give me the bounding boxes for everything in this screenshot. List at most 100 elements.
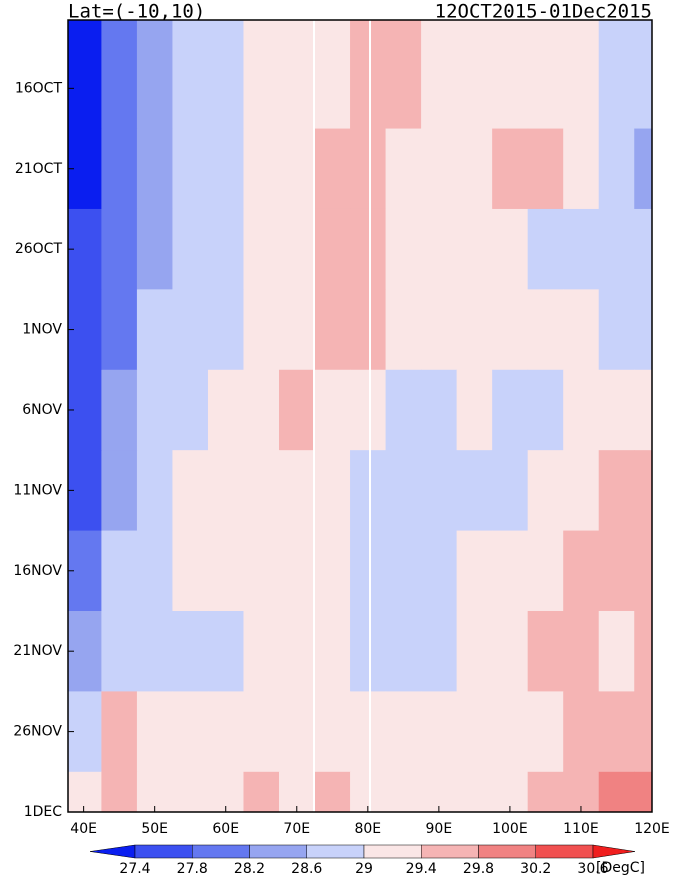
heat-cell bbox=[421, 20, 458, 130]
heat-cell bbox=[527, 771, 564, 813]
heat-cell bbox=[456, 208, 493, 290]
heat-cell bbox=[492, 530, 529, 612]
heat-cell bbox=[563, 691, 600, 773]
heat-cell bbox=[350, 450, 387, 532]
heat-cell bbox=[101, 208, 138, 290]
heat-cell bbox=[563, 450, 600, 532]
heat-cell bbox=[634, 369, 653, 451]
heat-cell bbox=[563, 530, 600, 612]
heat-cell bbox=[136, 530, 173, 612]
colorbar-box bbox=[478, 844, 536, 859]
y-tick-label: 26OCT bbox=[15, 241, 63, 257]
heat-cell bbox=[279, 369, 316, 451]
x-tick-label: 70E bbox=[283, 821, 310, 837]
heat-cell bbox=[136, 771, 173, 813]
x-tick-label: 80E bbox=[354, 821, 381, 837]
heat-cell bbox=[421, 771, 458, 813]
heat-cell bbox=[172, 771, 209, 813]
heat-cell bbox=[172, 208, 209, 290]
heat-cell bbox=[101, 691, 138, 773]
y-tick-label: 6NOV bbox=[22, 402, 62, 418]
heat-cell bbox=[314, 369, 351, 451]
heat-cell bbox=[314, 530, 351, 612]
heat-cell bbox=[172, 610, 209, 692]
colorbar-label: 30.6 bbox=[577, 861, 608, 877]
heat-cell bbox=[172, 20, 209, 130]
heat-cell bbox=[634, 289, 653, 371]
heat-cell bbox=[634, 208, 653, 290]
heat-cell bbox=[456, 530, 493, 612]
colorbar-label: 29.4 bbox=[406, 861, 437, 877]
x-tick-label: 120E bbox=[634, 821, 670, 837]
heat-cell bbox=[634, 20, 653, 130]
heat-cell bbox=[456, 289, 493, 371]
x-tick-label: 60E bbox=[212, 821, 239, 837]
heat-cell bbox=[563, 289, 600, 371]
colorbar-label: 27.8 bbox=[177, 861, 208, 877]
heat-cell bbox=[172, 691, 209, 773]
heat-cell bbox=[350, 771, 387, 813]
heat-cell bbox=[136, 610, 173, 692]
heat-cell bbox=[101, 450, 138, 532]
colorbar-box bbox=[192, 844, 250, 859]
heat-cell bbox=[492, 208, 529, 290]
heat-cell bbox=[563, 610, 600, 692]
heat-cell bbox=[136, 450, 173, 532]
heat-cell bbox=[492, 369, 529, 451]
heat-cell bbox=[350, 289, 387, 371]
heat-cell bbox=[421, 530, 458, 612]
colorbar-box bbox=[421, 844, 479, 859]
heat-cell bbox=[207, 208, 244, 290]
heat-cell bbox=[385, 691, 422, 773]
heat-cell bbox=[207, 610, 244, 692]
heat-cell bbox=[172, 289, 209, 371]
heat-cell bbox=[279, 20, 316, 130]
heat-cell bbox=[456, 610, 493, 692]
heat-cell bbox=[598, 20, 635, 130]
heat-cell bbox=[243, 610, 280, 692]
heat-cell bbox=[598, 369, 635, 451]
heat-cell bbox=[350, 128, 387, 210]
heat-cell bbox=[598, 289, 635, 371]
heat-cell bbox=[527, 530, 564, 612]
heat-cell bbox=[492, 691, 529, 773]
heat-cell bbox=[527, 610, 564, 692]
heat-cell bbox=[279, 128, 316, 210]
heat-cell bbox=[385, 610, 422, 692]
colorbar-label: 29 bbox=[355, 861, 373, 877]
y-tick-label: 1NOV bbox=[22, 322, 62, 338]
heat-cell bbox=[456, 771, 493, 813]
heat-cell bbox=[598, 450, 635, 532]
heat-cell bbox=[527, 369, 564, 451]
x-tick-label: 110E bbox=[563, 821, 599, 837]
heat-cell bbox=[207, 771, 244, 813]
heat-cell bbox=[207, 691, 244, 773]
heat-cell bbox=[101, 289, 138, 371]
heat-cell bbox=[456, 450, 493, 532]
heat-cell bbox=[421, 289, 458, 371]
heat-cell bbox=[314, 128, 351, 210]
heat-cell bbox=[314, 610, 351, 692]
heat-cell bbox=[421, 610, 458, 692]
heat-cell bbox=[172, 530, 209, 612]
heat-cell bbox=[385, 20, 422, 130]
heat-cell bbox=[598, 128, 635, 210]
heat-cell bbox=[350, 610, 387, 692]
heat-cell bbox=[243, 20, 280, 130]
heat-cell bbox=[527, 289, 564, 371]
heat-cell bbox=[207, 369, 244, 451]
x-tick-label: 100E bbox=[492, 821, 528, 837]
heat-cell bbox=[279, 530, 316, 612]
heat-cell bbox=[634, 450, 653, 532]
heat-cell bbox=[492, 289, 529, 371]
heat-cell bbox=[207, 530, 244, 612]
heat-cell bbox=[421, 208, 458, 290]
heat-cell bbox=[492, 128, 529, 210]
heat-cell bbox=[68, 20, 102, 130]
heat-cell bbox=[634, 610, 653, 692]
heat-cell bbox=[136, 289, 173, 371]
heat-cell bbox=[243, 530, 280, 612]
chart-subtitle: 12OCT2015-01Dec2015 bbox=[435, 1, 652, 23]
heat-cell bbox=[634, 530, 653, 612]
heat-cell bbox=[314, 691, 351, 773]
